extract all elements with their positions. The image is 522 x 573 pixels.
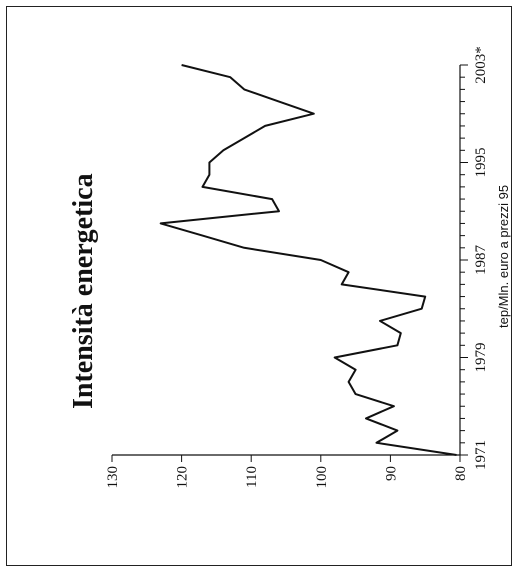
chart-frame [6,6,512,566]
y-tick-label: 120 [175,466,191,489]
data-marks [159,64,457,456]
y-tick-label: 110 [244,466,260,488]
y-tick-label: 130 [105,466,121,489]
x-tick-label: 1995 [473,148,489,178]
y-tick-label: 80 [453,466,469,481]
series-line [159,64,457,456]
y-axis-label: tep/Mln. euro a prezzi 95 [496,185,511,328]
x-tick-label: 1987 [473,245,489,276]
y-tick-label: 100 [314,466,330,489]
x-tick-label: 2003* [473,46,489,84]
chart-title: Intensità energetica [68,173,99,409]
x-tick-label: 1971 [473,440,489,470]
y-tick-label: 90 [383,466,399,481]
x-tick-label: 1979 [473,343,489,373]
axes: 1971 1979 1987 1995 2003* 80 90 100 110 120 130 [105,46,489,488]
